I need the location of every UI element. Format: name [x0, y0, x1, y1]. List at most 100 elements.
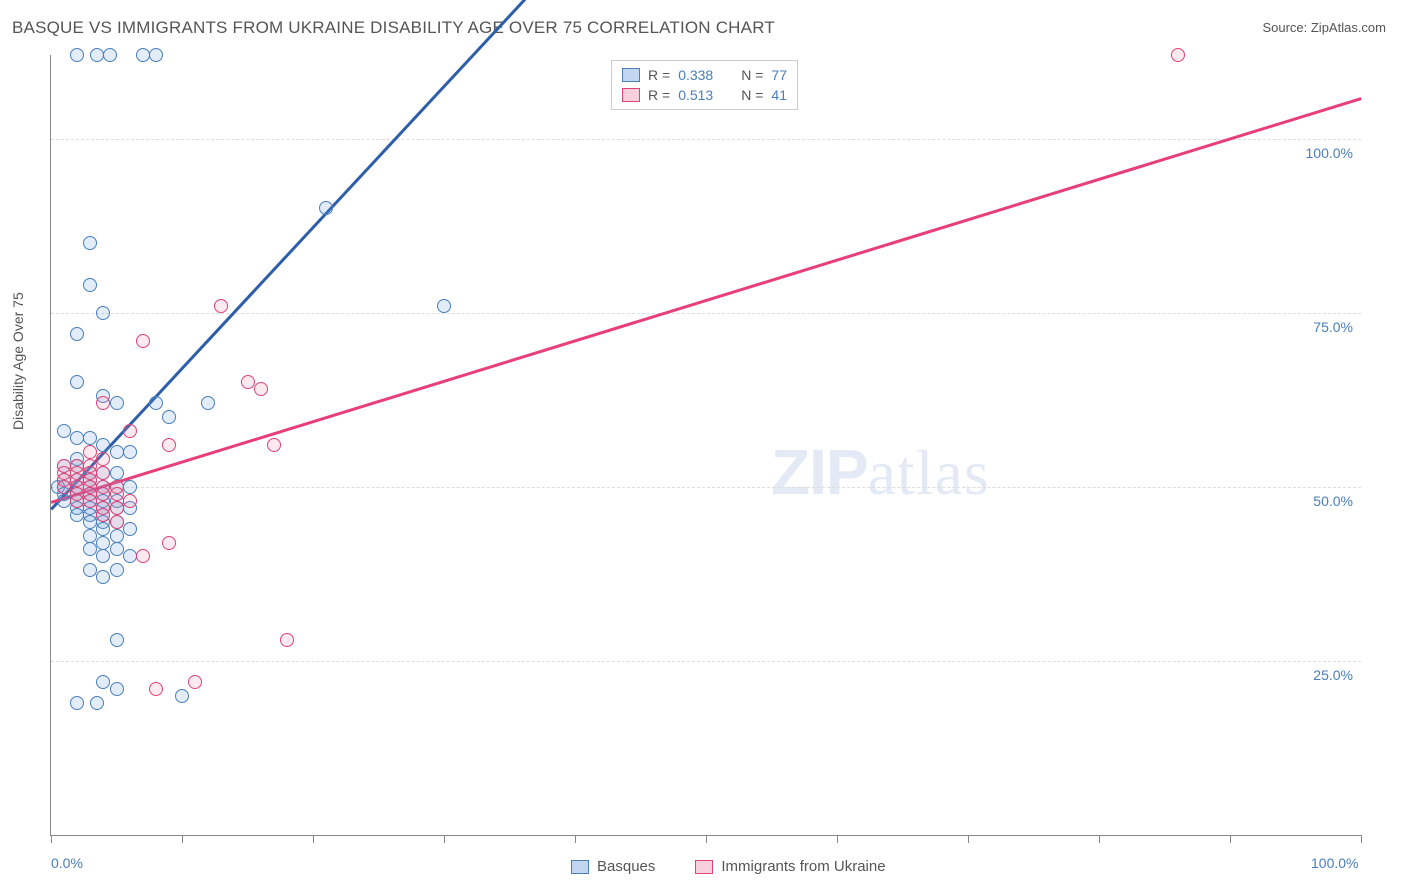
- r-legend-row: R =0.338N =77: [622, 65, 787, 85]
- data-point: [123, 480, 137, 494]
- legend-label: Immigrants from Ukraine: [721, 858, 885, 875]
- data-point: [110, 445, 124, 459]
- data-point: [280, 633, 294, 647]
- legend-label: Basques: [597, 858, 655, 875]
- data-point: [83, 236, 97, 250]
- data-point: [110, 682, 124, 696]
- data-point: [110, 529, 124, 543]
- x-tick: [837, 835, 838, 843]
- data-point: [83, 515, 97, 529]
- data-point: [149, 48, 163, 62]
- x-tick: [444, 835, 445, 843]
- y-tick-label: 25.0%: [1313, 667, 1353, 683]
- r-value: 0.513: [678, 87, 713, 103]
- data-point: [110, 396, 124, 410]
- data-point: [96, 466, 110, 480]
- data-point: [110, 466, 124, 480]
- data-point: [437, 299, 451, 313]
- data-point: [162, 438, 176, 452]
- data-point: [90, 696, 104, 710]
- r-label: R =: [648, 87, 670, 103]
- legend-item: Basques: [571, 858, 655, 875]
- data-point: [123, 424, 137, 438]
- data-point: [96, 306, 110, 320]
- data-point: [70, 696, 84, 710]
- data-point: [136, 48, 150, 62]
- data-point: [175, 689, 189, 703]
- n-value: 41: [771, 87, 787, 103]
- source-link[interactable]: ZipAtlas.com: [1311, 20, 1386, 35]
- legend-item: Immigrants from Ukraine: [695, 858, 885, 875]
- x-tick: [1230, 835, 1231, 843]
- data-point: [136, 549, 150, 563]
- y-tick-label: 75.0%: [1313, 319, 1353, 335]
- gridline: [51, 313, 1361, 314]
- data-point: [149, 682, 163, 696]
- data-point: [110, 633, 124, 647]
- data-point: [110, 501, 124, 515]
- source-prefix: Source:: [1262, 20, 1310, 35]
- data-point: [162, 536, 176, 550]
- legend-swatch: [695, 860, 713, 874]
- data-point: [70, 327, 84, 341]
- x-tick: [706, 835, 707, 843]
- data-point: [201, 396, 215, 410]
- data-point: [1171, 48, 1185, 62]
- chart-title: BASQUE VS IMMIGRANTS FROM UKRAINE DISABI…: [12, 18, 775, 38]
- data-point: [110, 515, 124, 529]
- data-point: [214, 299, 228, 313]
- gridline: [51, 487, 1361, 488]
- gridline: [51, 661, 1361, 662]
- legend-swatch: [622, 68, 640, 82]
- r-value: 0.338: [678, 67, 713, 83]
- data-point: [96, 570, 110, 584]
- n-label: N =: [741, 87, 763, 103]
- data-point: [110, 542, 124, 556]
- data-point: [57, 424, 71, 438]
- data-point: [57, 480, 71, 494]
- data-point: [96, 675, 110, 689]
- x-tick: [313, 835, 314, 843]
- source-attribution: Source: ZipAtlas.com: [1262, 20, 1386, 35]
- data-point: [90, 48, 104, 62]
- data-point: [123, 549, 137, 563]
- data-point: [70, 431, 84, 445]
- data-point: [254, 382, 268, 396]
- x-tick: [182, 835, 183, 843]
- data-point: [110, 563, 124, 577]
- data-point: [83, 542, 97, 556]
- legend-swatch: [571, 860, 589, 874]
- data-point: [96, 396, 110, 410]
- data-point: [83, 529, 97, 543]
- gridline: [51, 139, 1361, 140]
- series-legend: Basques Immigrants from Ukraine: [571, 858, 886, 875]
- data-point: [96, 536, 110, 550]
- data-point: [70, 48, 84, 62]
- data-point: [96, 549, 110, 563]
- data-point: [123, 494, 137, 508]
- data-point: [110, 487, 124, 501]
- y-axis-title: Disability Age Over 75: [10, 292, 26, 430]
- watermark-zip: ZIP: [771, 436, 868, 508]
- data-point: [70, 375, 84, 389]
- x-tick: [1099, 835, 1100, 843]
- data-point: [267, 438, 281, 452]
- data-point: [96, 508, 110, 522]
- watermark-atlas: atlas: [868, 437, 990, 508]
- x-tick-label: 100.0%: [1311, 855, 1358, 871]
- data-point: [149, 396, 163, 410]
- data-point: [83, 278, 97, 292]
- data-point: [123, 445, 137, 459]
- data-point: [96, 522, 110, 536]
- x-tick-label: 0.0%: [51, 855, 83, 871]
- r-label: R =: [648, 67, 670, 83]
- data-point: [96, 452, 110, 466]
- data-point: [123, 522, 137, 536]
- data-point: [83, 445, 97, 459]
- trend-line: [51, 97, 1362, 503]
- data-point: [83, 563, 97, 577]
- watermark: ZIPatlas: [771, 435, 990, 510]
- x-tick: [1361, 835, 1362, 843]
- data-point: [188, 675, 202, 689]
- n-label: N =: [741, 67, 763, 83]
